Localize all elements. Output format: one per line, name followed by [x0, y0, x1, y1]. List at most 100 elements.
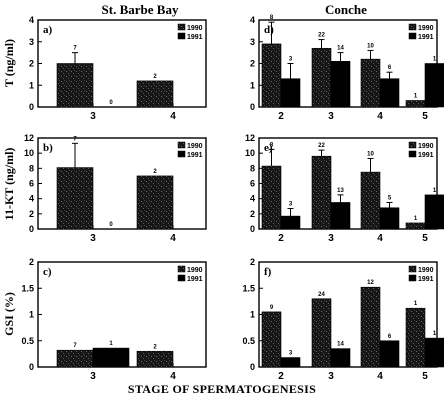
- y-tick-label: 1: [250, 80, 255, 90]
- y-tick-label: 1.5: [21, 283, 34, 293]
- bar-1991-stage-4: [379, 78, 400, 108]
- y-tick-label: 0: [250, 102, 255, 112]
- bar-1991-stage-2: [280, 215, 301, 230]
- legend-swatch-1991: [408, 32, 417, 40]
- sample-size-label: 2: [153, 344, 157, 350]
- bar-1990-stage-3: [56, 167, 94, 230]
- chart-panel-a: 0 1 2 3 4 3 4 7 2 0 a) 1990 1991 T (ng/ml): [2, 15, 207, 122]
- y-tick-label: 4: [29, 15, 34, 25]
- legend-label-1990: 1990: [187, 267, 203, 274]
- chart-panel-c: 0 0.5 1 1.5 2 3 4 7 2 1 c) 1990 1991 GSI (%): [2, 257, 207, 382]
- x-tick-label: 5: [422, 233, 428, 244]
- sample-size-label: 5: [388, 195, 392, 201]
- sample-size-label: 0: [109, 100, 113, 106]
- x-tick-label: 4: [170, 111, 176, 122]
- x-tick-label: 3: [328, 233, 334, 244]
- sample-size-label: 1: [414, 93, 418, 99]
- legend-label-1991: 1991: [187, 276, 203, 283]
- bar-1990-stage-3: [311, 155, 332, 230]
- legend-label-1990: 1990: [418, 143, 434, 150]
- sample-size-label: 14: [337, 342, 344, 348]
- legend-swatch-1990: [177, 141, 186, 149]
- y-tick-label: 10: [245, 148, 255, 158]
- x-tick-label: 4: [377, 371, 383, 382]
- panel-label: e): [264, 142, 273, 154]
- sample-size-label: 1: [414, 301, 418, 307]
- bar-1990-stage-2: [261, 311, 282, 368]
- sample-size-label: 24: [318, 292, 325, 298]
- y-tick-label: 2: [250, 257, 255, 267]
- sample-size-label: 22: [318, 143, 325, 149]
- legend-swatch-1991: [408, 274, 417, 282]
- bar-1990-stage-3: [56, 349, 94, 368]
- bar-1990-stage-2: [261, 165, 282, 230]
- legend-label-1990: 1990: [187, 143, 203, 150]
- y-tick-label: 0: [250, 224, 255, 234]
- y-tick-label: 12: [245, 133, 255, 143]
- y-tick-label: 2: [29, 59, 34, 69]
- bar-1990-stage-5: [405, 100, 426, 108]
- bar-1991-stage-2: [280, 357, 301, 368]
- bar-1990-stage-5: [405, 307, 426, 368]
- sample-size-label: 1: [414, 216, 418, 222]
- y-tick-label: 0.5: [242, 336, 255, 346]
- y-tick-label: 8: [29, 163, 34, 173]
- y-tick-label: 3: [250, 37, 255, 47]
- sample-size-label: 2: [153, 74, 157, 80]
- sample-size-label: 1: [433, 331, 437, 337]
- x-tick-label: 4: [170, 371, 176, 382]
- panel-label: c): [43, 266, 52, 278]
- sample-size-label: 7: [73, 343, 77, 349]
- legend-label-1991: 1991: [418, 276, 434, 283]
- bar-1991-stage-5: [424, 194, 444, 230]
- y-tick-label: 12: [24, 133, 34, 143]
- y-tick-label: 1: [29, 80, 34, 90]
- bar-1990-stage-4: [360, 171, 381, 230]
- bar-1990-stage-4: [360, 58, 381, 108]
- bar-1990-stage-4: [136, 80, 174, 108]
- sample-size-label: 3: [289, 351, 293, 357]
- sample-size-label: 0: [109, 222, 113, 228]
- y-axis-title: T (ng/ml): [2, 39, 16, 87]
- sample-size-label: 7: [73, 46, 77, 52]
- bar-1990-stage-4: [136, 350, 174, 368]
- bar-1991-stage-4: [379, 207, 400, 230]
- sample-size-label: 13: [337, 188, 344, 194]
- legend-label-1991: 1991: [187, 152, 203, 159]
- y-tick-label: 1: [250, 310, 255, 320]
- y-axis-title: 11-KT (ng/ml): [2, 148, 16, 221]
- legend-label-1990: 1990: [187, 25, 203, 32]
- x-tick-label: 3: [90, 111, 96, 122]
- sample-size-label: 6: [388, 334, 392, 340]
- x-tick-label: 5: [422, 371, 428, 382]
- y-tick-label: 2: [29, 209, 34, 219]
- sample-size-label: 9: [270, 305, 274, 311]
- sample-size-label: 22: [318, 33, 325, 39]
- y-tick-label: 0: [29, 102, 34, 112]
- bar-1991-stage-5: [424, 63, 444, 108]
- y-tick-label: 0: [250, 362, 255, 372]
- y-tick-label: 3: [29, 37, 34, 47]
- x-tick-label: 5: [422, 111, 428, 122]
- bar-1991-stage-3: [92, 347, 130, 368]
- legend-swatch-1990: [177, 265, 186, 273]
- sample-size-label: 6: [388, 65, 392, 71]
- panel-label: a): [43, 24, 53, 36]
- panel-label: f): [264, 266, 272, 278]
- sample-size-label: 3: [289, 57, 293, 63]
- bar-1990-stage-4: [136, 175, 174, 230]
- right-column-title: Conche: [325, 2, 367, 17]
- panel-label: b): [43, 142, 53, 154]
- chart-panel-b: 0 2 4 6 8 10 12 3 4 7 2 0 b) 1990 1991 11-KT (ng/ml): [2, 133, 207, 244]
- sample-size-label: 1: [433, 188, 437, 194]
- bar-1990-stage-5: [405, 222, 426, 230]
- y-tick-label: 6: [250, 179, 255, 189]
- legend-swatch-1990: [408, 141, 417, 149]
- y-tick-label: 6: [29, 179, 34, 189]
- bar-1991-stage-4: [379, 340, 400, 368]
- y-tick-label: 4: [250, 15, 255, 25]
- legend-label-1991: 1991: [418, 152, 434, 159]
- y-tick-label: 10: [24, 148, 34, 158]
- x-tick-label: 4: [170, 233, 176, 244]
